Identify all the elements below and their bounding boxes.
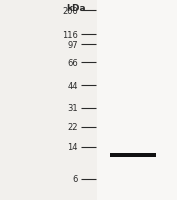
Text: 200: 200 bbox=[62, 7, 78, 15]
Bar bbox=[110, 153, 156, 157]
Text: 14: 14 bbox=[67, 143, 78, 151]
Text: 66: 66 bbox=[67, 59, 78, 67]
Text: 22: 22 bbox=[67, 123, 78, 131]
Text: 44: 44 bbox=[67, 82, 78, 90]
Text: 97: 97 bbox=[67, 41, 78, 49]
Text: 31: 31 bbox=[67, 104, 78, 112]
Text: 116: 116 bbox=[62, 31, 78, 39]
Bar bbox=[97, 0, 177, 200]
Text: kDa: kDa bbox=[66, 4, 86, 13]
Text: 6: 6 bbox=[73, 175, 78, 183]
